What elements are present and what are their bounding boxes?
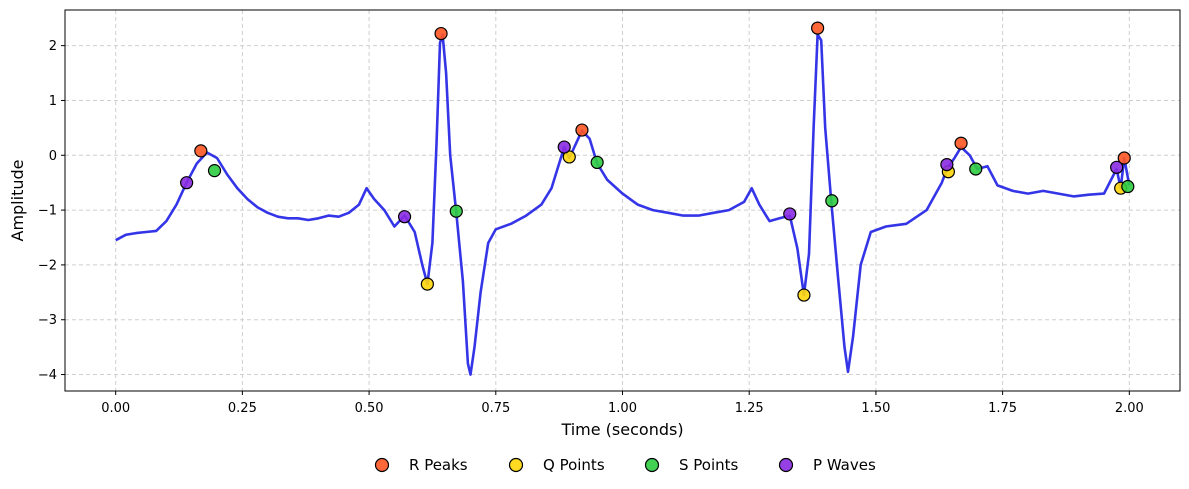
p-waves-marker — [397, 210, 412, 224]
x-tick-label: 2.00 — [1115, 401, 1144, 416]
y-tick-label: −3 — [38, 313, 57, 328]
legend-label-p-waves: P Waves — [813, 456, 876, 474]
legend-marker-r-peaks — [374, 457, 390, 473]
x-tick-label: 0.50 — [355, 401, 384, 416]
grid-layer — [65, 10, 1180, 391]
r-peaks-marker — [811, 21, 825, 35]
r-peaks-marker — [575, 123, 589, 137]
x-tick-label: 1.75 — [988, 401, 1017, 416]
y-tick-label: −1 — [38, 204, 57, 219]
r-peaks-marker — [1117, 151, 1131, 165]
marker-layer — [180, 21, 1135, 302]
x-tick-label: 0.25 — [228, 401, 257, 416]
s-points-marker — [590, 155, 604, 169]
x-axis-title: Time (seconds) — [560, 420, 683, 439]
p-waves-marker — [557, 140, 571, 154]
p-waves-marker — [940, 157, 954, 172]
s-points-marker — [1121, 179, 1135, 194]
x-tick-label: 1.50 — [861, 401, 890, 416]
y-axis-title: Amplitude — [8, 160, 27, 242]
tick-layer: 0.00 0.25 0.50 0.75 1.00 1.25 1.50 1.75 2.00 −4 −3… — [38, 39, 1144, 416]
x-tick-label: 0.75 — [481, 401, 510, 416]
legend: R Peaks Q Points S Points P Waves — [374, 456, 876, 474]
legend-label-s-points: S Points — [679, 456, 739, 474]
p-waves-marker — [783, 207, 797, 221]
r-peaks-marker — [194, 144, 208, 158]
r-peaks-marker — [954, 136, 968, 150]
s-points-marker — [825, 194, 839, 208]
y-tick-label: −2 — [38, 258, 57, 273]
x-tick-label: 0.00 — [101, 401, 130, 416]
x-tick-label: 1.25 — [735, 401, 764, 416]
signal-line-layer — [115, 33, 1131, 376]
p-waves-marker — [1110, 160, 1124, 174]
r-peaks-marker — [434, 26, 448, 41]
q-points-marker — [797, 288, 811, 302]
legend-label-r-peaks: R Peaks — [409, 456, 468, 474]
s-points-marker — [449, 204, 463, 218]
s-points-marker — [207, 164, 222, 178]
q-points-marker — [420, 277, 434, 291]
y-tick-label: −4 — [38, 368, 57, 383]
legend-marker-p-waves — [778, 457, 794, 473]
x-tick-label: 1.00 — [608, 401, 637, 416]
s-points-marker — [969, 162, 983, 176]
p-waves-marker — [180, 176, 194, 190]
legend-label-q-points: Q Points — [543, 456, 605, 474]
legend-marker-s-points — [644, 457, 660, 473]
y-tick-label: 2 — [49, 39, 57, 54]
ecg-signal-line — [115, 33, 1131, 376]
y-tick-label: 0 — [49, 149, 57, 164]
legend-marker-q-points — [508, 457, 524, 473]
y-tick-label: 1 — [49, 94, 57, 109]
